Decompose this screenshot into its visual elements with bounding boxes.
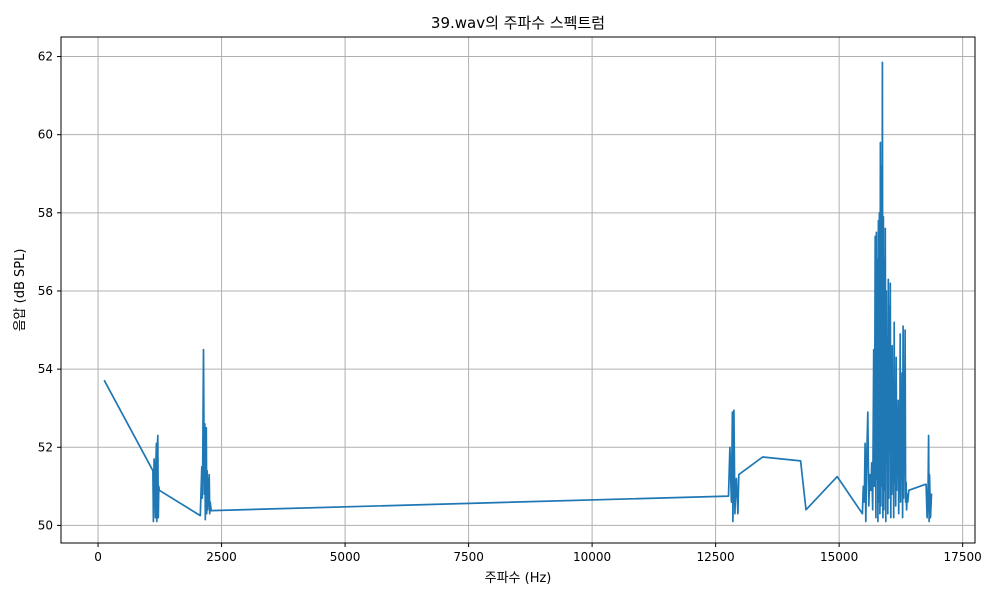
x-tick-label: 17500 [944, 550, 982, 564]
y-tick-label: 56 [38, 284, 53, 298]
x-tick-label: 0 [94, 550, 102, 564]
x-axis-label: 주파수 (Hz) [485, 571, 552, 586]
y-tick-label: 52 [38, 440, 53, 454]
x-tick-label: 2500 [206, 550, 237, 564]
y-tick-label: 50 [38, 518, 53, 532]
y-axis-label: 음압 (dB SPL) [13, 249, 28, 332]
chart-title: 39.wav의 주파수 스펙트럼 [431, 14, 605, 32]
x-tick-label: 5000 [330, 550, 361, 564]
x-tick-label: 12500 [697, 550, 735, 564]
y-tick-label: 60 [38, 128, 53, 142]
axes-frame [60, 36, 976, 544]
y-tick-label: 62 [38, 50, 53, 64]
x-tick-label: 7500 [453, 550, 484, 564]
plot-data [103, 61, 933, 523]
series-line-0 [103, 61, 933, 523]
y-tick-label: 58 [38, 206, 53, 220]
x-tick-label: 10000 [573, 550, 611, 564]
grid [61, 37, 975, 543]
x-tick-label: 15000 [820, 550, 858, 564]
y-tick-label: 54 [38, 362, 53, 376]
ticks: 0 2500 5000 7500 10000 12500 15000 17500 50 52 54 5… [38, 50, 982, 564]
